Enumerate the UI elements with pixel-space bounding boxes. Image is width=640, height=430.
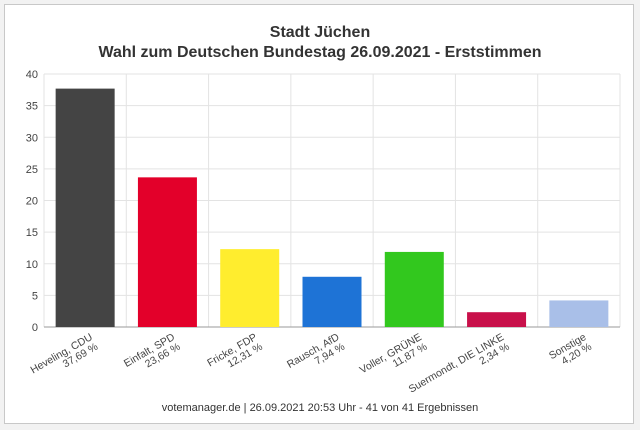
bar: [302, 276, 362, 327]
bar: [220, 249, 280, 327]
chart-subtitle: Wahl zum Deutschen Bundestag 26.09.2021 …: [98, 44, 542, 61]
y-tick-label: 40: [26, 69, 38, 81]
y-tick-label: 30: [26, 132, 38, 144]
bars: [55, 88, 609, 327]
y-tick-label: 5: [32, 290, 38, 302]
y-tick-label: 20: [26, 196, 38, 208]
bar: [549, 300, 609, 327]
y-tick-label: 15: [26, 227, 38, 239]
chart-title: Stadt Jüchen: [269, 24, 371, 41]
source-footer: votemanager.de | 26.09.2021 20:53 Uhr - …: [161, 402, 479, 414]
bar: [137, 177, 197, 327]
bar: [55, 88, 115, 327]
y-tick-label: 0: [32, 322, 38, 334]
y-tick-label: 35: [26, 101, 38, 113]
y-axis: 0 5 10 15 20 25 30 35 40: [26, 69, 38, 334]
bar: [467, 312, 527, 327]
y-tick-label: 25: [26, 164, 38, 176]
y-tick-label: 10: [26, 259, 38, 271]
bar: [384, 251, 444, 327]
grid-lines: [43, 73, 621, 328]
